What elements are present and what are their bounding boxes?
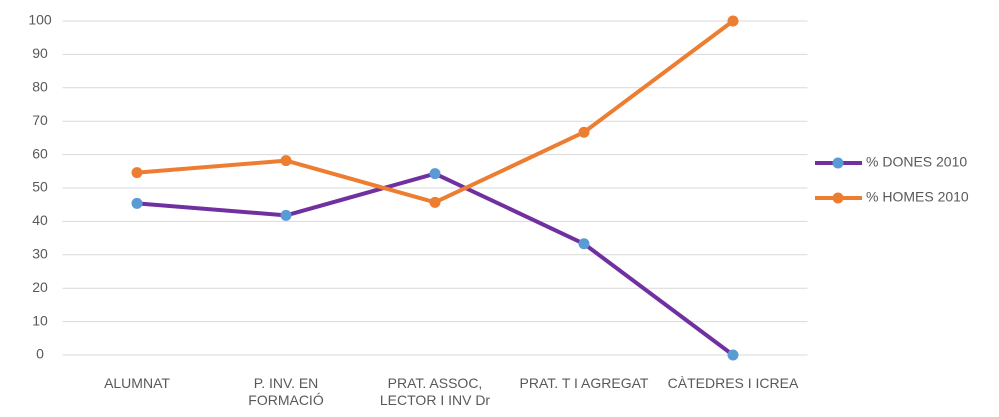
data-point — [727, 15, 739, 27]
y-tick-label: 30 — [32, 246, 48, 262]
y-tick-label: 10 — [32, 312, 48, 328]
data-point — [578, 238, 590, 250]
x-tick-label: CÀTEDRES I ICREA — [667, 375, 799, 391]
legend-marker — [832, 157, 844, 169]
x-tick-label: PRAT. T I AGREGAT — [519, 375, 649, 391]
data-point — [280, 209, 292, 221]
x-tick-label: ALUMNAT — [104, 375, 170, 391]
y-tick-label: 60 — [32, 145, 48, 161]
y-tick-label: 40 — [32, 212, 48, 228]
data-point — [131, 167, 143, 179]
data-point — [131, 197, 143, 209]
y-tick-label: 20 — [32, 279, 48, 295]
legend-label: % DONES 2010 — [866, 154, 967, 170]
y-tick-label: 70 — [32, 112, 48, 128]
legend-label: % HOMES 2010 — [866, 189, 969, 205]
x-tick-label: PRAT. ASSOC, LECTOR I INV Dr — [379, 375, 491, 408]
data-point — [280, 155, 292, 167]
legend-marker — [832, 192, 844, 204]
data-point — [727, 349, 739, 361]
y-tick-label: 100 — [28, 12, 52, 28]
x-tick-label: P. INV. EN FORMACIÓ — [248, 375, 324, 408]
y-tick-label: 50 — [32, 179, 48, 195]
data-point — [578, 126, 590, 138]
data-point — [429, 196, 441, 208]
y-tick-label: 0 — [36, 346, 44, 362]
data-point — [429, 168, 441, 180]
y-tick-label: 90 — [32, 45, 48, 61]
y-tick-label: 80 — [32, 79, 48, 95]
